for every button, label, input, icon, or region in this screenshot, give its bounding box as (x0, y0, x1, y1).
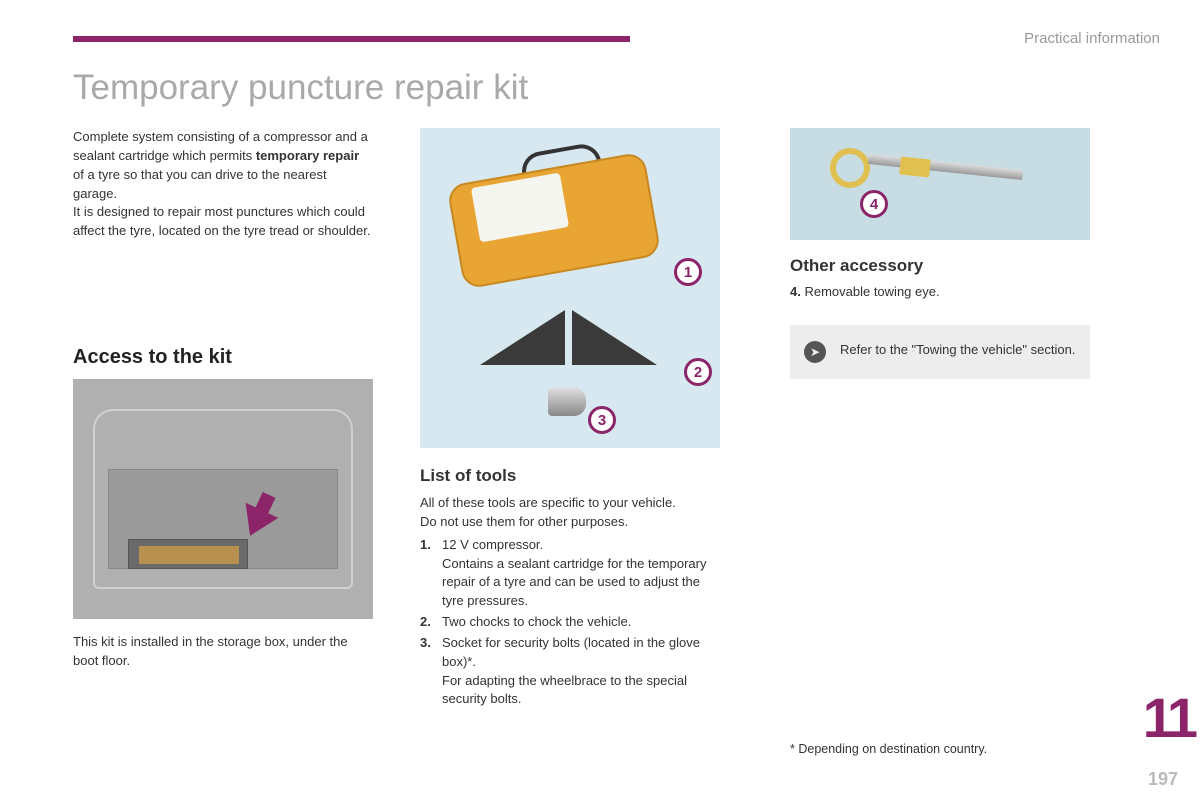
tool-text: Socket for security bolts (located in th… (442, 634, 720, 709)
access-heading: Access to the kit (73, 346, 373, 369)
intro-paragraph: Complete system consisting of a compress… (73, 128, 373, 241)
other-accessory-heading: Other accessory (790, 256, 1090, 276)
other-item: 4. Removable towing eye. (790, 284, 1090, 299)
callout-2: 2 (684, 358, 712, 386)
chock-left-shape (480, 310, 565, 365)
header-accent-bar (73, 36, 630, 42)
tool-num: 2. (420, 613, 442, 632)
socket-shape (548, 388, 586, 416)
tools-illustration: 1 2 3 (420, 128, 720, 448)
column-right: 4 Other accessory 4. Removable towing ey… (790, 128, 1090, 379)
access-caption: This kit is installed in the storage box… (73, 633, 373, 671)
tool-text: Two chocks to chock the vehicle. (442, 613, 631, 632)
intro-bold: temporary repair (256, 148, 359, 163)
tool-item: 3.Socket for security bolts (located in … (420, 634, 720, 709)
column-middle: 1 2 3 List of tools All of these tools a… (420, 128, 720, 709)
refer-icon: ➤ (804, 341, 826, 363)
tool-text: 12 V compressor. Contains a sealant cart… (442, 536, 720, 611)
towing-eye-arm-shape (868, 154, 1023, 180)
callout-3: 3 (588, 406, 616, 434)
tools-heading: List of tools (420, 466, 720, 486)
intro-text-3: It is designed to repair most punctures … (73, 204, 371, 238)
access-illustration (73, 379, 373, 619)
other-num: 4. (790, 284, 801, 299)
tools-intro-2: Do not use them for other purposes. (420, 513, 720, 532)
chapter-number: 11 (1143, 685, 1200, 750)
tool-num: 3. (420, 634, 442, 709)
column-left: Complete system consisting of a compress… (73, 128, 373, 671)
kit-box-shape (128, 539, 248, 569)
tool-item: 2.Two chocks to chock the vehicle. (420, 613, 720, 632)
footnote: * Depending on destination country. (790, 742, 987, 756)
refer-text: Refer to the "Towing the vehicle" sectio… (840, 341, 1075, 360)
other-text: Removable towing eye. (801, 284, 940, 299)
towing-eye-grip-shape (899, 156, 931, 177)
tools-list: 1.12 V compressor. Contains a sealant ca… (420, 536, 720, 710)
callout-1: 1 (674, 258, 702, 286)
callout-4: 4 (860, 190, 888, 218)
page-number: 197 (1148, 769, 1178, 790)
section-label: Practical information (1024, 30, 1160, 47)
accessory-illustration: 4 (790, 128, 1090, 240)
chock-right-shape (572, 310, 657, 365)
towing-eye-ring-shape (830, 148, 870, 188)
tool-num: 1. (420, 536, 442, 611)
refer-box: ➤ Refer to the "Towing the vehicle" sect… (790, 325, 1090, 379)
tools-intro-1: All of these tools are specific to your … (420, 494, 720, 513)
page-title: Temporary puncture repair kit (73, 68, 528, 108)
tool-item: 1.12 V compressor. Contains a sealant ca… (420, 536, 720, 611)
intro-text-2: of a tyre so that you can drive to the n… (73, 167, 327, 201)
